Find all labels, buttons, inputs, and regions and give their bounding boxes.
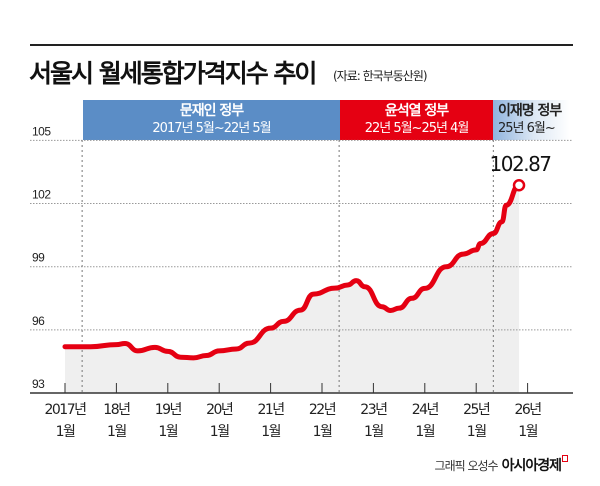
x-tick-label-year: 24년 xyxy=(412,402,439,418)
period-range: 22년 5월~25년 4월 xyxy=(364,121,470,136)
x-tick-label-year: 19년 xyxy=(155,402,182,418)
area-fill xyxy=(65,185,520,393)
x-tick-label-year: 22년 xyxy=(309,402,336,418)
x-tick-label-month: 1월 xyxy=(158,424,177,440)
x-tick-label-month: 1월 xyxy=(467,424,486,440)
chart-title: 서울시 월세통합가격지수 추이 xyxy=(29,59,317,88)
top-rule xyxy=(30,44,573,46)
x-tick-label-year: 23년 xyxy=(360,402,387,418)
period-range: 25년 6월~ xyxy=(498,121,556,136)
y-tick-label: 93 xyxy=(32,377,45,391)
x-tick-label-month: 1월 xyxy=(261,424,280,440)
period-name: 문재인 정부 xyxy=(179,103,244,119)
x-tick-label-month: 1월 xyxy=(107,424,126,440)
x-tick-label-month: 1월 xyxy=(415,424,434,440)
publisher-logo: 아시아경제 xyxy=(501,458,562,474)
x-tick-label-year: 21년 xyxy=(257,402,284,418)
y-tick-label: 96 xyxy=(32,314,45,328)
y-tick-label: 105 xyxy=(32,124,51,138)
period-name: 이재명 정부 xyxy=(498,103,562,119)
x-tick-label-month: 1월 xyxy=(210,424,229,440)
x-tick-label-year: 25년 xyxy=(463,402,490,418)
period-name: 윤석열 정부 xyxy=(384,103,449,119)
period-moon: 문재인 정부 2017년 5월~22년 5월 xyxy=(83,100,340,140)
period-yoon: 윤석열 정부 22년 5월~25년 4월 xyxy=(340,100,493,140)
x-tick-label-year: 2017년 xyxy=(44,402,86,418)
x-tick-label-month: 1월 xyxy=(364,424,383,440)
series-line xyxy=(62,182,522,361)
y-tick-label: 102 xyxy=(32,188,51,202)
x-tick-label-month: 1월 xyxy=(56,424,75,440)
x-tick-label-year: 26년 xyxy=(514,402,541,418)
x-tick-label-year: 20년 xyxy=(206,402,233,418)
credit-text: 그래픽 오성수 xyxy=(434,459,499,473)
credit: 그래픽 오성수 아시아경제 xyxy=(435,455,568,475)
x-tick-label-month: 1월 xyxy=(518,424,537,440)
period-range: 2017년 5월~22년 5월 xyxy=(152,121,271,136)
period-lee: 이재명 정부 25년 6월~ xyxy=(493,100,583,140)
x-tick-label-year: 18년 xyxy=(103,402,130,418)
end-point-marker xyxy=(512,178,526,192)
end-value-label: 102.87 xyxy=(490,152,552,176)
y-tick-label: 99 xyxy=(32,251,45,265)
x-tick-label-month: 1월 xyxy=(313,424,332,440)
source-note: (자료: 한국부동산원) xyxy=(333,69,428,83)
logo-mark-icon xyxy=(562,455,568,462)
